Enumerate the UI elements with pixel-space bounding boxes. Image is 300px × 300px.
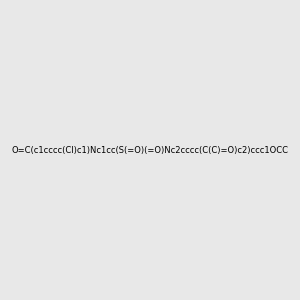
Text: O=C(c1cccc(Cl)c1)Nc1cc(S(=O)(=O)Nc2cccc(C(C)=O)c2)ccc1OCC: O=C(c1cccc(Cl)c1)Nc1cc(S(=O)(=O)Nc2cccc(… bbox=[11, 146, 289, 154]
